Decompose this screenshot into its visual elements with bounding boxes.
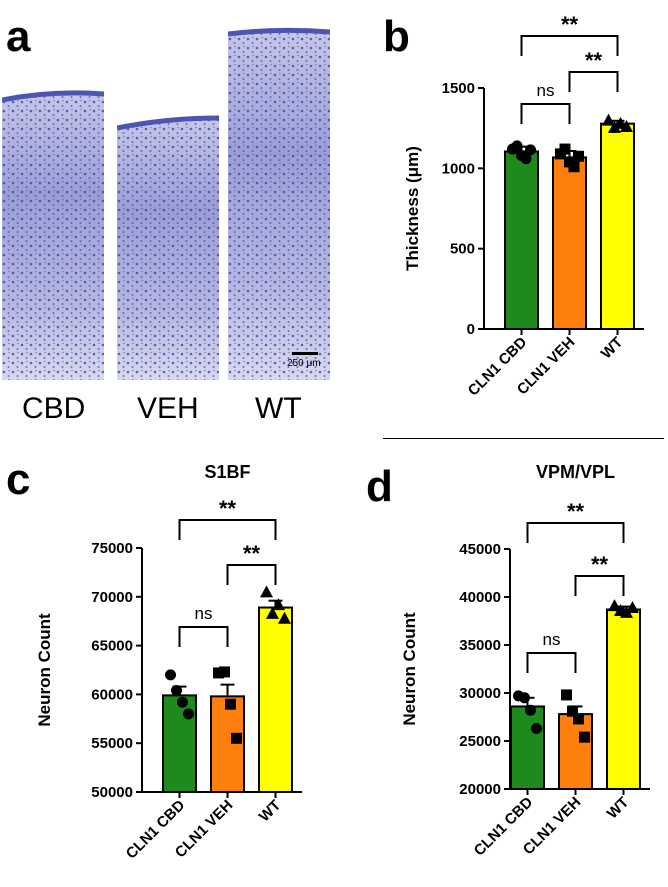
chart-b-point-1-1 [559, 143, 571, 155]
chart-b-y-tick-label-0: 0 [467, 321, 475, 338]
panel-letter-c: c [6, 455, 31, 504]
chart-d-y-label: Neuron Count [400, 612, 419, 726]
chart-c-point-1-3 [231, 732, 242, 744]
chart-b-y-label: Thickness (μm) [403, 146, 422, 271]
chart-d-bar-1 [558, 713, 593, 790]
chart-b-point-0-3 [520, 153, 532, 165]
chart-b-y-tick-label-3: 1500 [442, 80, 475, 97]
divider-line [383, 438, 664, 439]
micrograph-veh [117, 115, 219, 380]
chart-c-sig-label-0: ** [219, 496, 237, 521]
chart-d-y-tick-label-2: 30000 [459, 685, 501, 702]
chart-c-point-2-3 [278, 611, 291, 624]
caption-cbd: CBD [22, 392, 86, 425]
chart-b-bracket-1 [568, 71, 619, 92]
chart-b-point-0-4 [525, 144, 536, 156]
caption-veh: VEH [137, 392, 199, 425]
chart-b-category-2: WT [598, 334, 627, 363]
chart-b-point-1-3 [568, 161, 580, 173]
chart-c-y-tick-label-2: 60000 [91, 686, 133, 703]
chart-c-y-tick-label-5: 75000 [91, 540, 133, 557]
micrograph-cbd [2, 90, 104, 380]
chart-d-y-tick-label-1: 25000 [459, 733, 501, 750]
chart-d-y-tick-label-5: 45000 [459, 541, 501, 558]
chart-d-y-tick-label-4: 40000 [459, 589, 501, 606]
scale-bar-label: 250 μm [287, 358, 321, 369]
chart-c-y-tick-label-4: 70000 [91, 589, 133, 606]
panel-letter-a: a [6, 12, 31, 61]
chart-b-sig-label-2: ns [537, 81, 555, 100]
chart-d-sig-label-2: ns [543, 630, 561, 649]
chart-c-bar-2 [258, 606, 293, 794]
chart-b-point-2-0 [602, 113, 615, 126]
panel-letter-d: d [366, 462, 393, 511]
chart-d-title: VPM/VPL [536, 462, 615, 482]
chart-d-bracket-2 [526, 652, 577, 673]
chart-b-y-tick-label-2: 1000 [442, 160, 475, 177]
chart-d-bracket-0 [526, 522, 625, 543]
chart-d-sig-label-1: ** [591, 552, 609, 577]
chart-d-sig-label-0: ** [567, 499, 585, 524]
chart-d-y-tick-label-3: 35000 [459, 637, 501, 654]
chart-c-category-2: WT [256, 797, 285, 826]
chart-d-bar-2 [606, 608, 641, 790]
chart-c-point-1-2 [225, 698, 236, 710]
chart-d-point-2-2 [620, 605, 633, 618]
chart-c-point-0-0 [165, 669, 176, 681]
chart-b-bracket-0 [520, 35, 619, 56]
chart-c-title: S1BF [204, 462, 250, 482]
chart-c-sig-label-1: ** [243, 541, 261, 566]
chart-b-bracket-2 [520, 103, 571, 124]
chart-d-point-2-3 [626, 601, 639, 614]
chart-d-bracket-1 [574, 575, 625, 596]
chart-d-point-0-3 [531, 723, 542, 735]
chart-c-point-1-1 [219, 666, 230, 678]
chart-c-point-2-0 [260, 585, 273, 598]
chart-b-sig-label-1: ** [585, 48, 603, 73]
chart-d-y-tick-label-0: 20000 [459, 781, 501, 798]
chart-c-point-0-3 [183, 708, 194, 720]
micrograph-wt [228, 27, 330, 380]
chart-c-y-tick-label-3: 65000 [91, 638, 133, 655]
chart-c-bracket-2 [178, 626, 229, 647]
chart-c-point-0-1 [171, 684, 182, 696]
chart-c-point-0-2 [177, 696, 188, 708]
chart-b-bar-2 [600, 122, 635, 330]
chart-b-bar-1 [552, 156, 587, 330]
chart-d-bar-0 [510, 705, 545, 790]
chart-d-point-2-0 [608, 599, 621, 612]
chart-c-point-2-1 [266, 606, 279, 619]
chart-b-point-2-3 [620, 120, 633, 133]
chart-c-sig-label-2: ns [195, 604, 213, 623]
panel-letter-b: b [383, 12, 410, 61]
chart-c-y-label: Neuron Count [35, 613, 54, 727]
chart-b-point-1-4 [573, 150, 584, 162]
chart-d-category-2: WT [604, 794, 633, 823]
chart-c-bar-1 [210, 695, 245, 793]
chart-c-point-1-0 [213, 667, 224, 679]
chart-d-point-1-2 [573, 713, 584, 725]
chart-b-point-2-1 [608, 120, 621, 133]
caption-wt: WT [255, 392, 302, 425]
chart-b-sig-label-0: ** [561, 12, 579, 37]
chart-c-bracket-1 [226, 564, 277, 585]
chart-d-point-1-0 [561, 689, 572, 701]
chart-d-point-0-1 [519, 692, 530, 704]
chart-b-y-tick-label-1: 500 [450, 241, 475, 258]
chart-d-point-1-1 [567, 705, 578, 717]
chart-c-bracket-0 [178, 519, 277, 540]
chart-b-point-0-1 [511, 140, 523, 152]
chart-c-y-tick-label-1: 55000 [91, 735, 133, 752]
chart-b-bar-0 [504, 150, 539, 330]
chart-d-point-1-3 [579, 731, 590, 743]
chart-c-y-tick-label-0: 50000 [91, 784, 133, 801]
chart-c-point-2-2 [272, 598, 285, 611]
chart-d-point-0-2 [525, 704, 536, 716]
